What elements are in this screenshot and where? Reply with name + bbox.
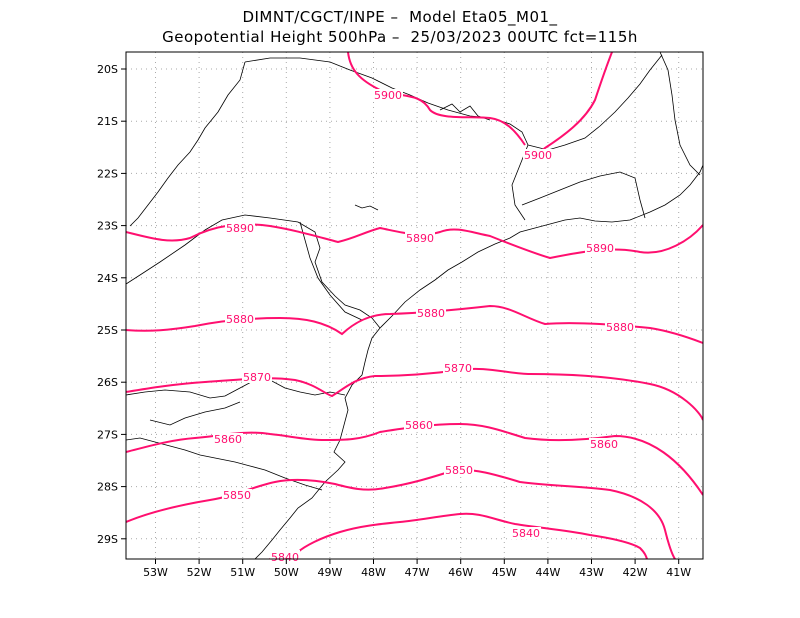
lat-tick-label: 25S xyxy=(97,324,118,337)
contour-5900-line xyxy=(347,52,526,146)
contour-label-5900: 5900 xyxy=(374,89,402,102)
contour-labels: 5900 5900 5890 5890 5890 5880 5880 5880 … xyxy=(213,89,635,564)
state-border xyxy=(129,61,246,227)
state-border xyxy=(511,144,529,221)
country-border xyxy=(126,437,323,491)
contour-label-5870: 5870 xyxy=(243,371,271,384)
state-border xyxy=(521,171,646,219)
contour-5870-line xyxy=(126,367,703,421)
contour-label-5900: 5900 xyxy=(524,149,552,162)
lat-lon-grid xyxy=(126,52,703,559)
contour-label-5880: 5880 xyxy=(606,321,634,334)
axis-ticks xyxy=(121,68,680,564)
country-border xyxy=(149,401,241,426)
contour-label-5840: 5840 xyxy=(512,527,540,540)
state-border xyxy=(659,52,701,176)
lon-tick-label: 42W xyxy=(623,566,648,579)
lon-tick-label: 51W xyxy=(230,566,255,579)
lon-tick-label: 52W xyxy=(187,566,212,579)
river xyxy=(354,204,379,211)
lat-tick-label: 26S xyxy=(97,376,118,389)
contour-label-5890: 5890 xyxy=(406,232,434,245)
contour-label-5890: 5890 xyxy=(226,222,254,235)
height-contours xyxy=(126,52,703,559)
contour-label-5860: 5860 xyxy=(214,433,242,446)
contour-label-5860: 5860 xyxy=(590,438,618,451)
contour-5840-line xyxy=(297,512,648,559)
contour-label-5880: 5880 xyxy=(226,313,254,326)
contour-label-5850: 5850 xyxy=(223,489,251,502)
axis-tick-labels: 53W 52W 51W 50W 49W 48W 47W 46W 45W 44W 43W 42W 41W 2… xyxy=(97,63,691,579)
state-border xyxy=(126,379,346,399)
contour-label-5880: 5880 xyxy=(417,307,445,320)
lat-tick-label: 24S xyxy=(97,272,118,285)
lon-tick-label: 45W xyxy=(492,566,517,579)
lon-tick-label: 48W xyxy=(361,566,386,579)
lat-tick-label: 22S xyxy=(97,167,118,180)
lon-tick-label: 44W xyxy=(535,566,560,579)
lat-tick-label: 27S xyxy=(97,428,118,441)
contour-5900-line xyxy=(529,52,613,159)
lat-tick-label: 23S xyxy=(97,220,118,233)
contour-label-5870: 5870 xyxy=(444,362,472,375)
contour-label-5840: 5840 xyxy=(271,551,299,564)
lon-tick-label: 47W xyxy=(405,566,430,579)
lat-tick-label: 29S xyxy=(97,533,118,546)
contour-label-5850: 5850 xyxy=(445,464,473,477)
lon-tick-label: 43W xyxy=(579,566,604,579)
lon-tick-label: 50W xyxy=(274,566,299,579)
title-line-1: DIMNT/CGCT/INPE – Model Eta05_M01_ xyxy=(242,8,558,26)
coastlines-and-borders xyxy=(126,52,703,559)
title-line-2: Geopotential Height 500hPa – 25/03/2023 … xyxy=(162,28,638,46)
lon-tick-label: 46W xyxy=(448,566,473,579)
state-border xyxy=(527,54,663,151)
state-border xyxy=(299,221,363,321)
contour-label-5890: 5890 xyxy=(586,242,614,255)
coastline xyxy=(126,214,381,559)
map-frame xyxy=(125,51,704,560)
lat-tick-label: 28S xyxy=(97,481,118,494)
lon-tick-label: 53W xyxy=(143,566,168,579)
lon-tick-label: 41W xyxy=(666,566,691,579)
lat-tick-label: 21S xyxy=(97,115,118,128)
contour-label-5860: 5860 xyxy=(405,419,433,432)
lat-tick-label: 20S xyxy=(97,63,118,76)
coastline xyxy=(379,164,703,329)
lon-tick-label: 49W xyxy=(317,566,342,579)
contour-5850-line xyxy=(126,468,676,559)
